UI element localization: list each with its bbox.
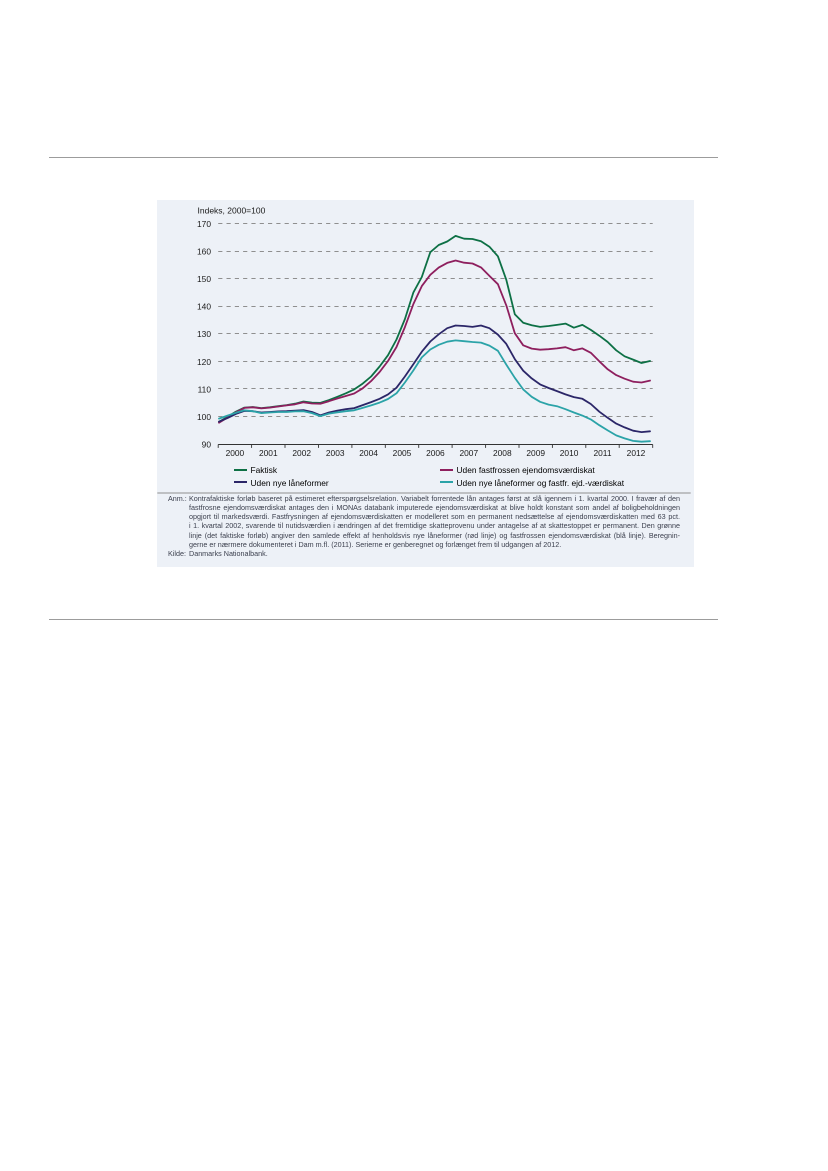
- svg-text:2000: 2000: [226, 448, 245, 458]
- svg-text:2006: 2006: [426, 448, 445, 458]
- svg-text:2009: 2009: [526, 448, 545, 458]
- svg-text:140: 140: [197, 302, 211, 312]
- svg-text:Indeks, 2000=100: Indeks, 2000=100: [198, 206, 266, 216]
- svg-text:2010: 2010: [560, 448, 579, 458]
- svg-text:2005: 2005: [393, 448, 412, 458]
- svg-text:170: 170: [197, 219, 211, 229]
- svg-text:2003: 2003: [326, 448, 345, 458]
- svg-text:110: 110: [198, 384, 212, 394]
- svg-text:2001: 2001: [259, 448, 278, 458]
- svg-text:2011: 2011: [593, 448, 611, 458]
- svg-text:90: 90: [202, 439, 212, 449]
- svg-text:2008: 2008: [493, 448, 512, 458]
- svg-text:2002: 2002: [292, 448, 311, 458]
- svg-text:160: 160: [197, 247, 211, 257]
- svg-text:2007: 2007: [459, 448, 478, 458]
- svg-text:2012: 2012: [627, 448, 646, 458]
- svg-text:100: 100: [197, 412, 211, 422]
- svg-text:2004: 2004: [359, 448, 378, 458]
- svg-text:120: 120: [197, 357, 211, 367]
- svg-text:130: 130: [197, 329, 211, 339]
- svg-text:150: 150: [197, 274, 211, 284]
